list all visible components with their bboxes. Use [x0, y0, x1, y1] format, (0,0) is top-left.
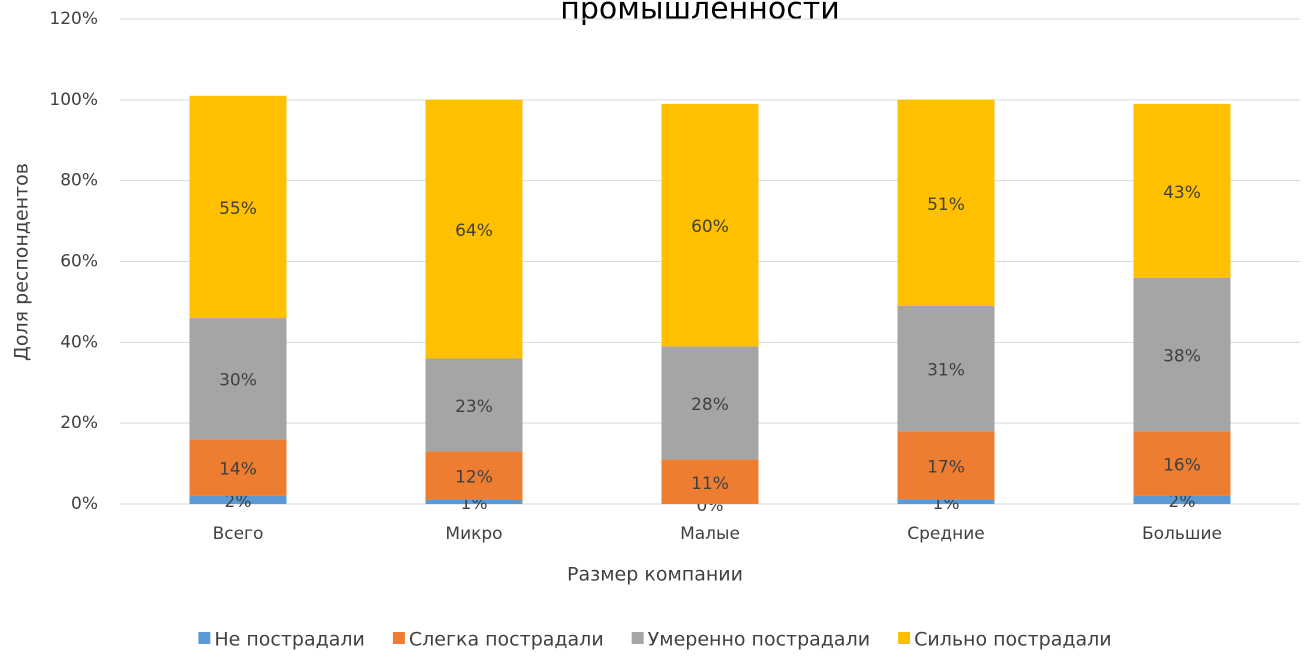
y-tick-label: 40% [60, 332, 98, 352]
bar-segment [1133, 495, 1231, 504]
data-label: 16% [1163, 456, 1201, 476]
legend-swatch [198, 632, 211, 644]
data-label: 11% [691, 474, 729, 494]
data-label: 64% [455, 221, 493, 241]
bar-segment [189, 495, 287, 504]
y-tick-label: 0% [71, 494, 98, 514]
legend-label: Сильно пострадали [914, 629, 1112, 651]
data-label: 38% [1163, 346, 1201, 366]
data-label: 60% [691, 217, 729, 237]
bar-segment [897, 305, 995, 432]
data-label: 28% [691, 395, 729, 415]
legend-label: Слегка пострадали [409, 629, 604, 651]
y-tick-label: 60% [60, 252, 98, 272]
bar-segment [425, 499, 523, 504]
x-tick-label: Малые [680, 524, 740, 544]
bar-segment [425, 358, 523, 452]
data-label: 30% [219, 371, 257, 391]
legend-swatch [631, 632, 644, 644]
x-tick-label: Всего [213, 524, 264, 544]
bar-segment [425, 451, 523, 500]
y-tick-label: 100% [49, 90, 98, 110]
legend-label: Умеренно пострадали [648, 629, 870, 651]
y-axis-label: Доля респондентов [11, 163, 33, 361]
data-label: 55% [219, 199, 257, 219]
data-label: 51% [927, 195, 965, 215]
bar-segment [189, 95, 287, 319]
x-tick-label: Большие [1142, 524, 1222, 544]
bar-segment [1133, 277, 1231, 432]
bar-segment [897, 99, 995, 306]
legend-swatch [392, 632, 405, 644]
data-label: 12% [455, 468, 493, 488]
data-label: 17% [927, 458, 965, 478]
data-label: 23% [455, 397, 493, 417]
bar-segment [661, 459, 759, 504]
bar-segment [897, 431, 995, 500]
y-tick-label: 20% [60, 413, 98, 433]
data-label: 2% [225, 492, 252, 512]
bar-segment [189, 318, 287, 440]
data-label: 14% [219, 460, 257, 480]
bar-segment [1133, 431, 1231, 496]
y-tick-label: 80% [60, 171, 98, 191]
data-label: 43% [1163, 183, 1201, 203]
x-tick-label: Микро [445, 524, 502, 544]
legend-swatch [898, 632, 911, 644]
bar-segment [189, 439, 287, 496]
y-tick-label: 120% [49, 9, 98, 29]
bar-segment [1133, 103, 1231, 278]
x-tick-label: Средние [907, 524, 985, 544]
data-label: 31% [927, 361, 965, 381]
chart-title: промышленности [560, 0, 839, 27]
bar-segment [425, 99, 523, 359]
data-label: 2% [1169, 492, 1196, 512]
legend-label: Не пострадали [214, 629, 365, 651]
bar-segment [661, 346, 759, 460]
x-axis-label: Размер компании [567, 564, 743, 586]
bar-segment [661, 103, 759, 347]
bar-segment [897, 499, 995, 504]
